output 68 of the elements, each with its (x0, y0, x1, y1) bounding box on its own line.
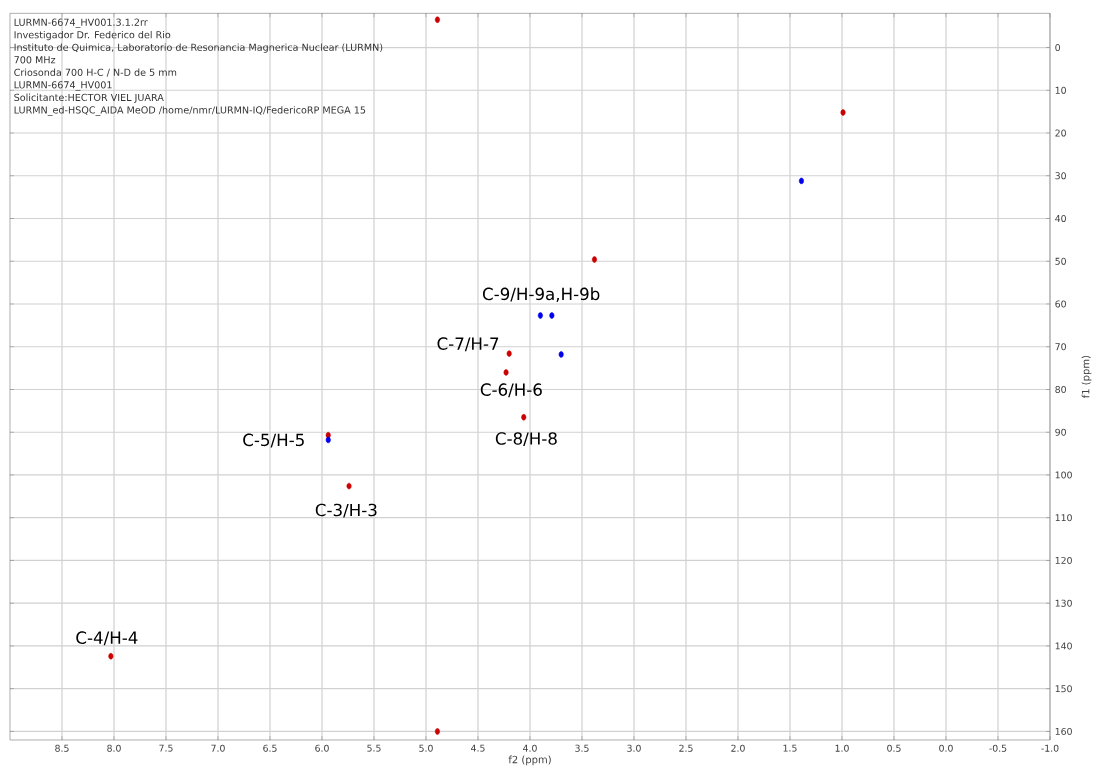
point (325, 436, 331, 444)
annotation: C-5/H-5 (243, 433, 304, 448)
y-tick-label: 70 (1055, 343, 1066, 351)
x-tick-label: 1.0 (835, 744, 849, 752)
y-tick-label: 20 (1055, 129, 1066, 137)
annotation: C-3/H-3 (315, 503, 377, 518)
y-tick-label: 50 (1055, 257, 1066, 265)
x-tick-label: 8.5 (55, 744, 69, 752)
annotation: 700 MHz (14, 56, 56, 64)
point (506, 350, 512, 357)
x-tick-label: 2.0 (731, 744, 745, 752)
x-tick-label: 7.0 (211, 744, 225, 752)
x-tick-label: 3.5 (575, 744, 589, 752)
point (434, 728, 440, 735)
point (521, 414, 527, 421)
point (503, 369, 509, 376)
x-tick-label: -1.0 (1041, 744, 1059, 752)
annotation: LURMN-6674_HV001.3.1.2rr (14, 18, 148, 28)
y-tick-label: 140 (1055, 642, 1072, 650)
x-tick-label: 8.0 (107, 744, 121, 752)
y-tick-label: 10 (1055, 86, 1066, 94)
annotation: C-9/H-9a,H-9b (482, 287, 600, 302)
y-axis-title: f1 (ppm) (1081, 355, 1092, 399)
x-tick-label: 6.0 (315, 744, 329, 752)
y-tick-label: 120 (1055, 556, 1072, 564)
point (798, 177, 804, 185)
x-tick-label: 4.5 (471, 744, 485, 752)
y-tick-label: 80 (1055, 385, 1066, 394)
y-tick-label: 110 (1055, 514, 1072, 522)
point (537, 312, 543, 319)
point (108, 653, 114, 660)
annotation: Investigador Dr. Federico del Rio (14, 30, 171, 41)
x-tick-label: 4.0 (523, 744, 537, 752)
annotation: Criosonda 700 H-C / N-D de 5 mm (14, 68, 177, 77)
point (840, 109, 846, 116)
x-tick-label: 6.5 (263, 744, 277, 752)
y-tick-label: 60 (1055, 300, 1066, 308)
y-tick-label: 30 (1055, 172, 1066, 180)
x-axis-title: f2 (ppm) (508, 755, 551, 766)
annotation: C-8/H-8 (495, 432, 557, 447)
annotation: Solicitante:HECTOR VIEL JUARA (14, 93, 164, 103)
x-tick-label: 5.0 (419, 744, 433, 752)
annotation: C-6/H-6 (480, 383, 542, 398)
y-tick-label: 0 (1055, 44, 1061, 52)
x-tick-label: -0.5 (989, 744, 1007, 752)
annotation: LURMN_ed-HSQC_AIDA MeOD /home/nmr/LURMN-IQ/FedericoRP MEGA 15 (14, 106, 366, 116)
x-tick-label: 3.0 (627, 744, 641, 752)
x-tick-label: 7.5 (159, 744, 173, 752)
point (434, 16, 440, 23)
y-tick-label: 90 (1055, 428, 1066, 436)
y-tick-label: 150 (1055, 685, 1072, 693)
point (592, 256, 597, 263)
y-tick-label: 100 (1055, 471, 1072, 479)
annotation: C-4/H-4 (76, 631, 138, 646)
point (558, 351, 564, 358)
x-tick-label: 1.5 (783, 744, 797, 752)
point (346, 482, 352, 490)
y-tick-label: 160 (1055, 727, 1072, 735)
y-tick-label: 130 (1055, 599, 1072, 607)
x-tick-label: 0.5 (887, 744, 901, 752)
x-tick-label: 0.0 (939, 744, 953, 752)
annotation: LURMN-6674_HV001 (14, 81, 112, 91)
y-tick-label: 40 (1055, 214, 1066, 223)
x-tick-label: 5.5 (367, 744, 381, 752)
annotation: Instituto de Quimica, Laboratorio de Resonancia Magnerica Nuclear (LURMN) (14, 43, 383, 53)
annotation: C-7/H-7 (437, 337, 499, 352)
x-tick-label: 2.5 (679, 744, 693, 752)
point (549, 312, 555, 319)
